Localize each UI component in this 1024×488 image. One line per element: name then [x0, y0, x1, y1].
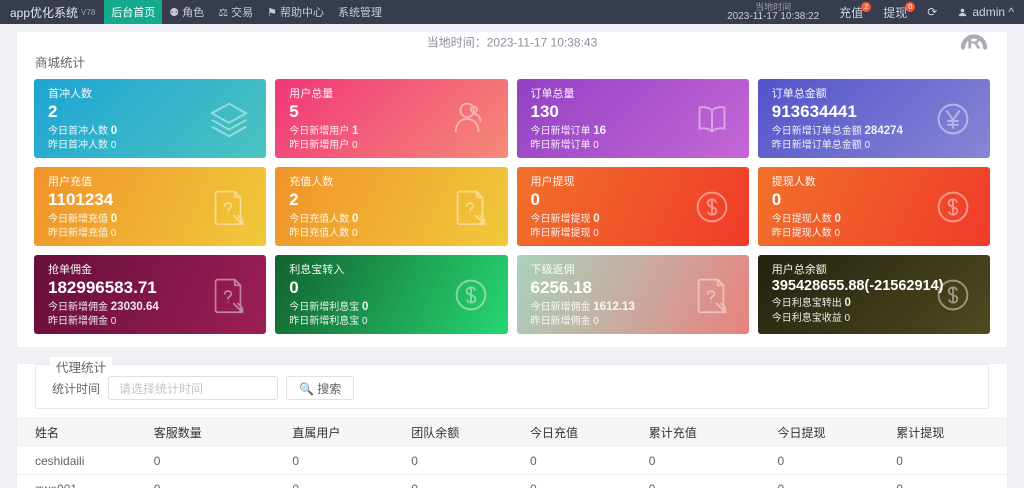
svg-text:R: R	[967, 32, 981, 53]
